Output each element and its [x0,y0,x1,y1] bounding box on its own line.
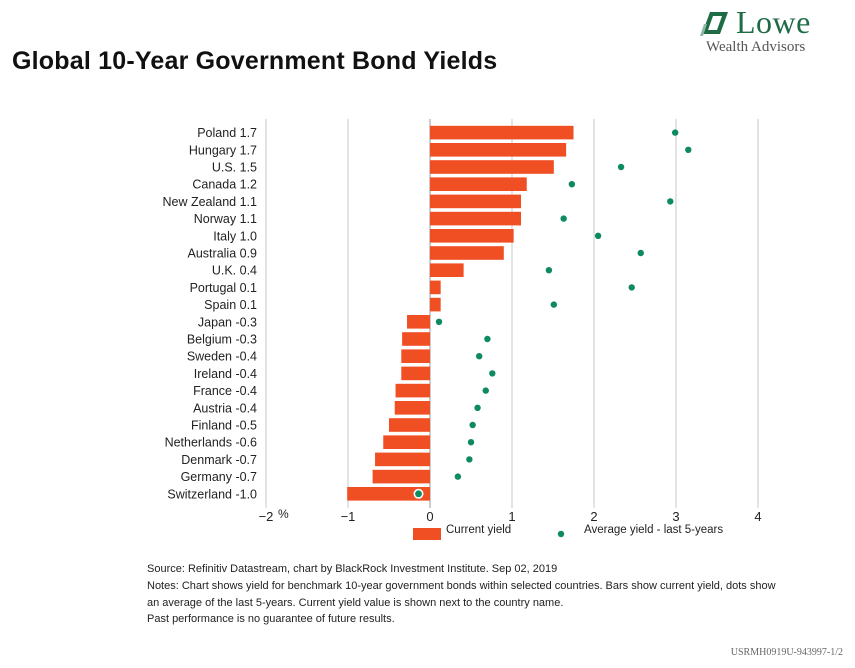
x-tick-label: −2 [259,509,274,524]
category-label: Sweden -0.4 [187,350,257,364]
dot-average-yield [617,163,625,171]
dot-average-yield [671,129,679,136]
category-label: France -0.4 [193,384,257,398]
x-tick-label: 3 [672,509,679,524]
category-label: U.S. 1.5 [212,161,257,175]
disclaimer-note: Past performance is no guarantee of futu… [147,613,395,626]
category-label: Canada 1.2 [192,178,257,192]
bar-current-yield [383,435,430,449]
source-note: Source: Refinitiv Datastream, chart by B… [147,563,558,575]
bar-current-yield [395,383,430,398]
legend-average-yield-label: Average yield - last 5-years [584,524,723,536]
dot-average-yield [489,370,496,377]
category-label: Poland 1.7 [197,126,257,140]
lowe-logo: Lowe Wealth Advisors [698,6,828,56]
bar-current-yield [402,332,430,346]
category-label: New Zealand 1.1 [162,195,257,209]
dot-average-yield [594,232,602,239]
dot-average-yield [560,215,567,222]
dot-average-yield [637,249,644,257]
dot-average-yield [545,267,553,274]
logo-mark-icon [700,12,728,36]
dot-average-yield [484,335,491,343]
legend-bar-swatch [413,528,441,540]
dot-average-yield [628,284,635,291]
bar-current-yield [430,143,567,157]
x-tick-label: 2 [590,509,597,524]
logo-name: Lowe [736,4,811,40]
bar-current-yield [430,160,554,174]
category-label: Netherlands -0.6 [165,436,257,450]
chart-note: Notes: Chart shows yield for benchmark 1… [147,579,776,609]
dot-average-yield [454,473,462,480]
dot-average-yield [474,404,481,411]
category-label: Austria -0.4 [193,401,257,415]
category-label: Ireland -0.4 [194,367,257,381]
category-label: Germany -0.7 [181,470,257,484]
category-label: Portugal 0.1 [190,281,257,295]
dot-average-yield [435,318,443,325]
category-label: Denmark -0.7 [181,453,257,467]
bar-current-yield [375,452,430,467]
dot-average-yield [482,387,489,394]
dot-average-yield [469,421,476,429]
category-label: U.K. 0.4 [212,264,257,278]
category-label: Finland -0.5 [191,419,257,433]
x-tick-label: 1 [508,509,515,524]
x-tick-label: 4 [754,509,761,524]
bar-current-yield [430,280,441,295]
legend-dot-swatch [557,530,565,538]
bar-current-yield [407,315,430,329]
bar-current-yield [372,469,430,484]
dot-average-yield [568,181,576,188]
category-label: Hungary 1.7 [189,143,257,157]
bar-current-yield [430,194,522,209]
x-axis-unit: % [278,507,289,521]
category-label: Australia 0.9 [188,247,258,261]
dot-average-yield [467,439,475,446]
logo-subtitle: Wealth Advisors [706,39,806,55]
notes-block: Source: Refinitiv Datastream, chart by B… [147,561,787,628]
dot-average-yield [550,301,558,308]
dot-average-yield [476,353,483,360]
category-label: Norway 1.1 [194,212,257,226]
category-label: Belgium -0.3 [187,333,257,347]
dot-average-yield [466,456,473,463]
dot-average-yield [413,488,424,499]
bar-current-yield [347,487,430,501]
document-code: USRMH0919U-943997-1/2 [730,647,843,658]
x-tick-label: 0 [426,509,433,524]
category-label: Italy 1.0 [213,229,257,243]
bar-current-yield [401,349,430,363]
bar-current-yield [430,211,522,226]
bar-current-yield [430,246,504,260]
bar-current-yield [389,418,430,432]
legend-current-yield-label: Current yield [446,524,511,536]
dot-average-yield [667,198,674,205]
category-label: Switzerland -1.0 [167,487,257,501]
x-tick-label: −1 [341,509,356,524]
bar-current-yield [394,401,430,415]
bar-current-yield [430,125,574,140]
bar-current-yield [430,229,514,243]
category-label: Spain 0.1 [204,298,257,312]
chart-title: Global 10-Year Government Bond Yields [12,47,498,75]
bond-yield-chart: Poland 1.7 Hungary 1.7 U.S. 1.5 Canada 1.2 N… [162,119,762,540]
bar-current-yield [430,263,464,277]
dot-average-yield [685,146,692,153]
category-label: Japan -0.3 [198,315,257,329]
bar-current-yield [430,297,441,312]
bar-current-yield [401,366,430,381]
bar-current-yield [430,177,527,191]
